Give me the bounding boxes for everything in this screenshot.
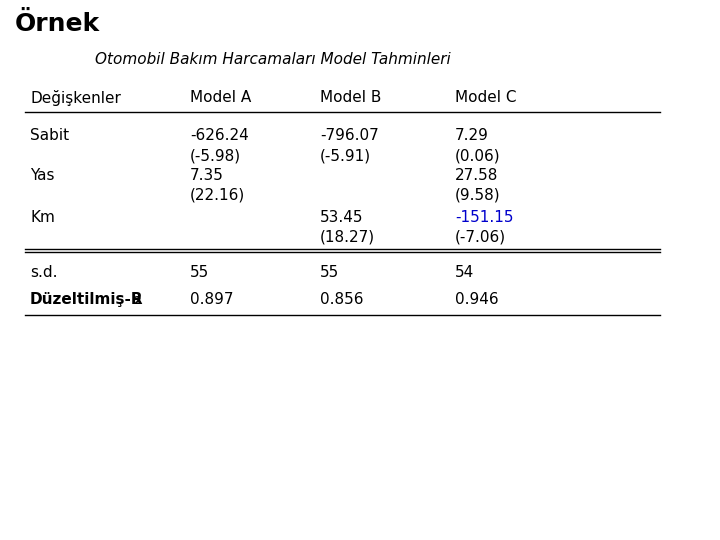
Text: Model C: Model C (455, 90, 516, 105)
Text: -151.15: -151.15 (455, 210, 513, 225)
Text: (0.06): (0.06) (455, 148, 500, 163)
Text: (9.58): (9.58) (455, 188, 500, 203)
Text: 7.35: 7.35 (190, 168, 224, 183)
Text: (-7.06): (-7.06) (455, 230, 506, 245)
Text: 0.946: 0.946 (455, 292, 499, 307)
Text: Sabit: Sabit (30, 128, 69, 143)
Text: (18.27): (18.27) (320, 230, 375, 245)
Text: 55: 55 (190, 265, 210, 280)
Text: (-5.91): (-5.91) (320, 148, 371, 163)
Text: 7.29: 7.29 (455, 128, 489, 143)
Text: (-5.98): (-5.98) (190, 148, 241, 163)
Text: 2: 2 (133, 296, 140, 306)
Text: Km: Km (30, 210, 55, 225)
Text: Düzeltilmiş-R: Düzeltilmiş-R (30, 292, 143, 307)
Text: (22.16): (22.16) (190, 188, 246, 203)
Text: Değişkenler: Değişkenler (30, 90, 121, 106)
Text: 54: 54 (455, 265, 474, 280)
Text: 53.45: 53.45 (320, 210, 364, 225)
Text: 27.58: 27.58 (455, 168, 498, 183)
Text: 55: 55 (320, 265, 339, 280)
Text: -796.07: -796.07 (320, 128, 379, 143)
Text: s.d.: s.d. (30, 265, 58, 280)
Text: -626.24: -626.24 (190, 128, 248, 143)
Text: 0.856: 0.856 (320, 292, 364, 307)
Text: Model A: Model A (190, 90, 251, 105)
Text: Örnek: Örnek (15, 12, 100, 36)
Text: Model B: Model B (320, 90, 382, 105)
Text: Otomobil Bakım Harcamaları Model Tahminleri: Otomobil Bakım Harcamaları Model Tahminl… (95, 52, 451, 67)
Text: Yas: Yas (30, 168, 55, 183)
Text: 0.897: 0.897 (190, 292, 233, 307)
